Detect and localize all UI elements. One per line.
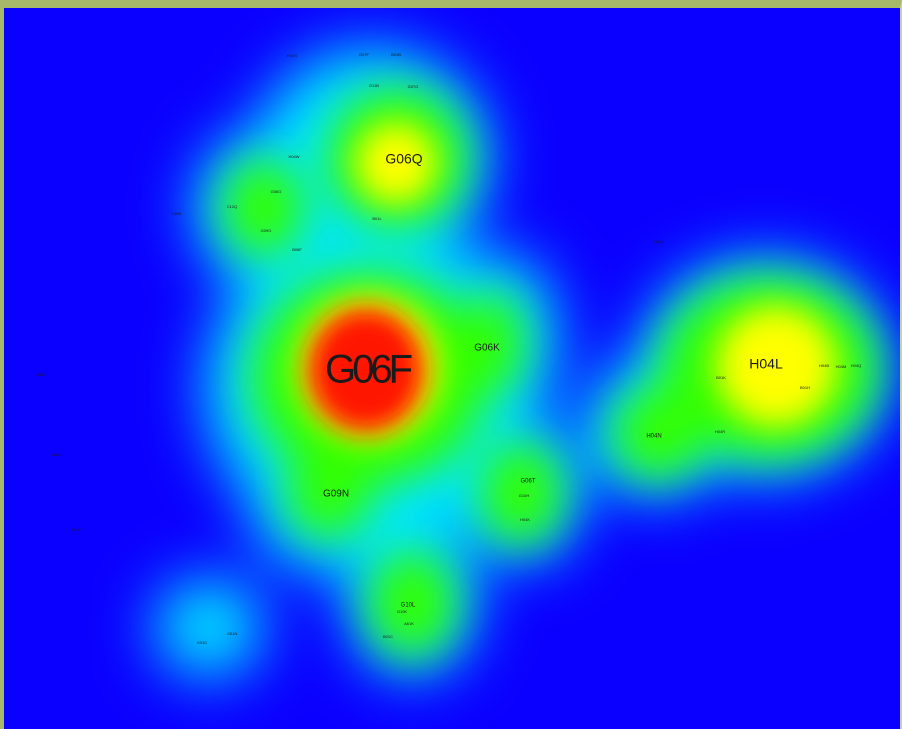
cluster-label: H04R xyxy=(715,429,725,434)
cluster-label: G06Q xyxy=(385,151,422,167)
cluster-label: A61K xyxy=(404,621,414,626)
cluster-label: H04W xyxy=(288,154,299,159)
red-blob xyxy=(308,308,424,432)
cluster-label: G01N xyxy=(227,631,238,636)
density-peak-layer xyxy=(308,308,424,432)
cluster-label: H04Q xyxy=(851,363,861,368)
cluster-label: H04M xyxy=(836,364,847,369)
cluster-label: G07F xyxy=(359,52,370,57)
cluster-label: G06G xyxy=(271,189,282,194)
cluster-label: B01D xyxy=(52,452,62,457)
cluster-label: B01J xyxy=(36,372,45,377)
green-blob xyxy=(287,448,371,538)
cluster-label: G07G xyxy=(408,84,419,89)
cluster-label: H04K xyxy=(520,517,530,522)
cluster-label: B01F xyxy=(71,527,81,532)
cluster-label: B08F xyxy=(292,247,302,252)
cluster-label: B01H xyxy=(800,385,810,390)
cyan-blob xyxy=(154,578,264,678)
green-blob xyxy=(614,388,704,478)
cluster-label: G11B xyxy=(369,83,379,88)
cluster-label: G09G xyxy=(261,228,272,233)
cluster-label: G10H xyxy=(519,493,530,498)
cluster-label: G06F xyxy=(325,348,413,392)
green-blob xyxy=(481,443,561,543)
cluster-label: B01C xyxy=(383,634,393,639)
cluster-label: B01K xyxy=(716,375,726,380)
cluster-label: G09N xyxy=(323,489,349,500)
cluster-label: G10K xyxy=(397,609,408,614)
cluster-label: H04J xyxy=(654,239,663,244)
green-blob xyxy=(460,293,524,393)
cluster-label: H04L xyxy=(749,356,783,372)
cluster-label: C40B xyxy=(171,211,181,216)
yellow-blob xyxy=(716,306,836,426)
cluster-label: G06T xyxy=(520,479,535,485)
yellow-blob xyxy=(356,123,436,203)
cluster-label: G10L xyxy=(401,603,416,609)
cluster-label: C12Q xyxy=(227,204,237,209)
cluster-label: B01L xyxy=(372,216,382,221)
green-blob xyxy=(370,551,454,655)
density-map: G06F G06Q H04L G06K G09N G06T H04N G10L B01J B01D… xyxy=(4,8,900,729)
label-layer: G06F G06Q H04L G06K G09N G06T H04N G10L B01J B01D… xyxy=(36,52,861,645)
cluster-label: G01C xyxy=(197,640,208,645)
cluster-label: H04N xyxy=(646,434,661,440)
green-blob xyxy=(224,160,304,256)
cluster-label: B01B xyxy=(391,52,401,57)
cluster-label: G06K xyxy=(474,343,500,354)
cluster-label: H04S xyxy=(287,53,297,58)
cluster-label: H04B xyxy=(819,363,829,368)
